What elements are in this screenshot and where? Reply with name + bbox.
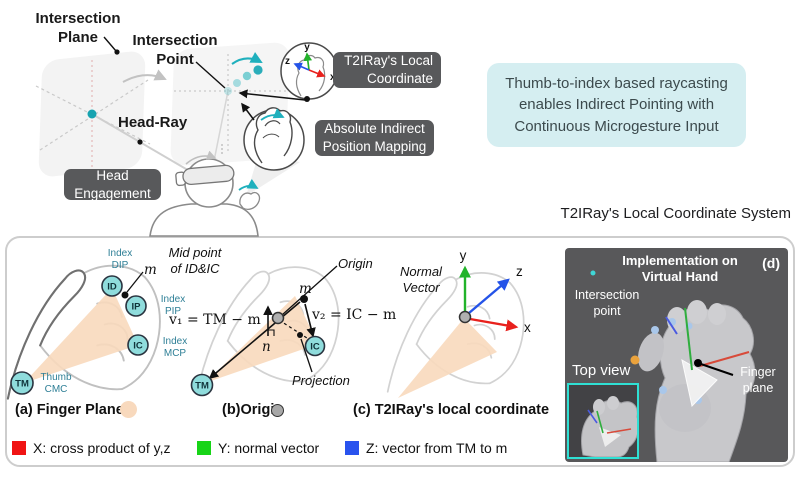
label-index-mcp: Index MCP: [162, 336, 188, 359]
virtual-hand-render: [590, 270, 756, 462]
finger-plane-pointer: [694, 359, 734, 376]
head-engagement-badge: Head Engagement: [64, 168, 161, 201]
caption-c: (c) T2IRay's local coordinate: [353, 402, 550, 418]
plane-transition-arrow: [122, 69, 167, 83]
pinch-hand-small: [239, 191, 261, 210]
legend-y: Y: normal vector: [197, 440, 319, 456]
panel-d-top-view-label: Top view: [572, 362, 631, 379]
n-label: n: [262, 339, 271, 355]
equation-v1: v₁ = TM − m: [169, 312, 261, 328]
mapping-arrow: [241, 102, 255, 121]
panel-d-tag: (d): [762, 255, 780, 271]
head-rotation-arrow: [185, 150, 217, 165]
vr-headset-icon: [175, 164, 235, 187]
legend-x-swatch: [12, 441, 26, 455]
person-figure: [149, 144, 261, 237]
top-view-inset: [567, 383, 639, 459]
coordinate-arrow: [238, 89, 306, 101]
label-thumb-cmc: Thumb CMC: [40, 372, 72, 395]
summary-callout: Thumb-to-index based raycasting enables …: [487, 63, 746, 147]
finger-plane-triangle: [681, 359, 718, 408]
legend-y-text: Y: normal vector: [218, 440, 320, 456]
hand-axes: [665, 307, 750, 371]
normal-vector-label: Normal Vector: [400, 264, 442, 295]
head-ray-label: Head-Ray: [118, 114, 188, 131]
panel-d: Implementation on Virtual Hand (d) Inter…: [565, 248, 788, 462]
second-ray-line: [212, 90, 229, 167]
mini-axes-icon: y x z: [285, 42, 336, 83]
legend-z: Z: vector from TM to m: [345, 440, 507, 456]
microgesture-arrow-small: [238, 178, 259, 191]
midpoint-note: Mid point of ID&IC: [168, 245, 222, 276]
caption-b: (b)Origin: [222, 402, 284, 418]
gesture-cone: [246, 156, 300, 196]
top-view-hand: [581, 396, 637, 457]
intersection-point-dot: [590, 270, 596, 276]
origin-swatch-icon: [271, 404, 284, 417]
legend-z-swatch: [345, 441, 359, 455]
label-index-pip: Index PIP: [160, 294, 186, 317]
peach-swatch-icon: [120, 401, 137, 418]
panel-d-intersection-point-label: Intersection point: [574, 288, 640, 318]
panel-d-finger-plane-label: Finger plane: [740, 365, 776, 395]
projection-label: Projection: [292, 373, 350, 388]
m-label-b: m: [299, 281, 312, 297]
legend-x-text: X: cross product of y,z: [33, 440, 171, 456]
intersection-plane-label: Intersection Plane: [35, 10, 121, 46]
local-coordinate-circle: y x z: [280, 42, 338, 102]
local-coordinate-badge: T2IRay's Local Coordinate: [333, 52, 441, 88]
m-label-a: m: [144, 262, 157, 278]
thumb-swipe-arrow: [260, 108, 285, 121]
pinch-gesture-circle: [243, 107, 305, 171]
label-index-dip: Index DIP: [107, 248, 133, 271]
mini-axis-y-label: y: [304, 42, 310, 53]
intersection-point-label: Intersection Point: [132, 32, 218, 68]
head-ray-marker: [137, 139, 143, 145]
legend-y-swatch: [197, 441, 211, 455]
panel-d-title: Implementation on Virtual Hand: [622, 253, 738, 285]
section-title: T2IRay's Local Coordinate System: [560, 205, 791, 222]
equation-v2: v₂ = IC − m: [312, 307, 397, 323]
absolute-mapping-badge: Absolute Indirect Position Mapping: [315, 120, 434, 156]
intersection-trail: [224, 52, 263, 95]
legend-x: X: cross product of y,z: [12, 440, 170, 456]
origin-label: Origin: [338, 256, 373, 271]
legend-z-text: Z: vector from TM to m: [366, 440, 508, 456]
intersection-point-dot-1: [87, 109, 97, 119]
caption-a: (a) Finger Plane: [15, 402, 124, 418]
mini-axis-z-label: z: [285, 56, 290, 67]
